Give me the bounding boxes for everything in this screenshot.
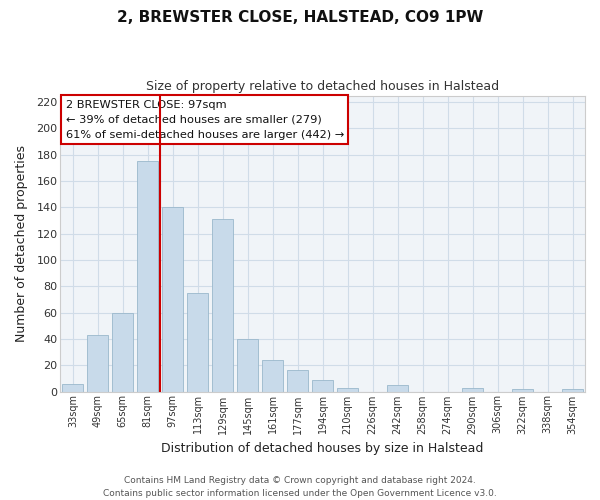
Bar (212, 219, 233, 392)
Bar (562, 389, 583, 392)
Bar (112, 312, 133, 392)
Bar (462, 388, 483, 392)
Title: Size of property relative to detached houses in Halstead: Size of property relative to detached ho… (146, 80, 499, 93)
Bar (62, 384, 83, 392)
Bar (137, 162, 158, 392)
Text: Contains HM Land Registry data © Crown copyright and database right 2024.
Contai: Contains HM Land Registry data © Crown c… (103, 476, 497, 498)
Y-axis label: Number of detached properties: Number of detached properties (15, 145, 28, 342)
Text: 2 BREWSTER CLOSE: 97sqm
← 39% of detached houses are smaller (279)
61% of semi-d: 2 BREWSTER CLOSE: 97sqm ← 39% of detache… (65, 100, 344, 140)
Bar (387, 385, 408, 392)
Bar (87, 335, 109, 392)
Bar (287, 370, 308, 392)
Bar (312, 380, 333, 392)
Bar (187, 293, 208, 392)
Bar (512, 389, 533, 392)
Bar (237, 339, 259, 392)
Bar (337, 388, 358, 392)
Text: 2, BREWSTER CLOSE, HALSTEAD, CO9 1PW: 2, BREWSTER CLOSE, HALSTEAD, CO9 1PW (117, 10, 483, 25)
Bar (262, 360, 283, 392)
Bar (162, 208, 184, 392)
X-axis label: Distribution of detached houses by size in Halstead: Distribution of detached houses by size … (161, 442, 484, 455)
